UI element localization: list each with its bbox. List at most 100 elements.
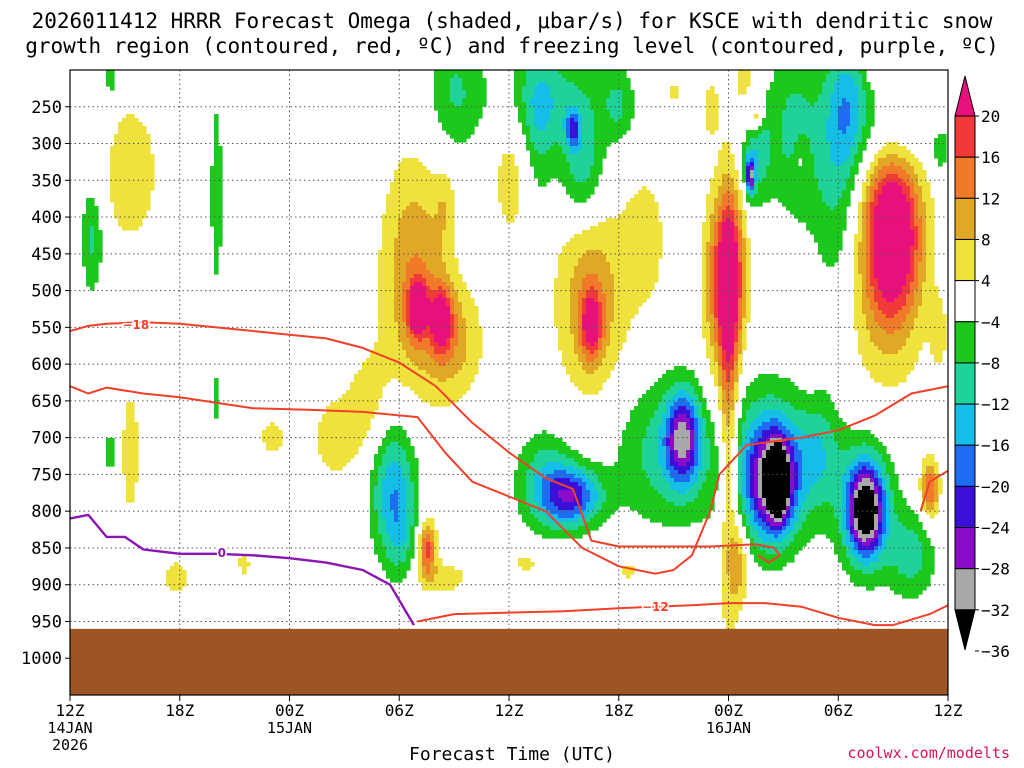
omega-cell bbox=[94, 230, 99, 235]
omega-cell bbox=[578, 282, 583, 287]
omega-cell bbox=[582, 266, 587, 271]
omega-cell bbox=[634, 430, 639, 435]
omega-cell bbox=[394, 318, 399, 323]
omega-cell bbox=[114, 174, 119, 179]
omega-cell bbox=[614, 298, 619, 303]
omega-cell bbox=[626, 298, 631, 303]
omega-cell bbox=[346, 430, 351, 435]
omega-cell bbox=[542, 74, 547, 79]
omega-cell bbox=[634, 234, 639, 239]
omega-cell bbox=[526, 106, 531, 111]
omega-cell bbox=[402, 514, 407, 519]
omega-cell bbox=[570, 306, 575, 311]
omega-cell bbox=[406, 510, 411, 515]
omega-cell bbox=[594, 498, 599, 503]
omega-cell bbox=[166, 574, 171, 579]
omega-cell bbox=[438, 182, 443, 187]
omega-cell bbox=[590, 250, 595, 255]
omega-cell bbox=[214, 130, 219, 135]
omega-cell bbox=[426, 342, 431, 347]
omega-cell bbox=[566, 314, 571, 319]
omega-cell bbox=[86, 282, 91, 287]
omega-cell bbox=[582, 102, 587, 107]
omega-cell bbox=[386, 230, 391, 235]
omega-cell bbox=[606, 286, 611, 291]
omega-cell bbox=[378, 282, 383, 287]
omega-cell bbox=[410, 454, 415, 459]
omega-cell bbox=[642, 442, 647, 447]
omega-cell bbox=[530, 74, 535, 79]
omega-cell bbox=[578, 374, 583, 379]
omega-cell bbox=[522, 506, 527, 511]
omega-cell bbox=[402, 378, 407, 383]
omega-cell bbox=[418, 550, 423, 555]
omega-cell bbox=[430, 310, 435, 315]
omega-cell bbox=[326, 454, 331, 459]
omega-cell bbox=[274, 426, 279, 431]
omega-cell bbox=[410, 526, 415, 531]
omega-cell bbox=[582, 382, 587, 387]
omega-cell bbox=[446, 402, 451, 407]
omega-cell bbox=[526, 558, 531, 563]
omega-cell bbox=[558, 290, 563, 295]
omega-cell bbox=[450, 254, 455, 259]
omega-cell bbox=[630, 462, 635, 467]
omega-cell bbox=[622, 290, 627, 295]
omega-cell bbox=[390, 478, 395, 483]
omega-cell bbox=[546, 122, 551, 127]
omega-cell bbox=[430, 550, 435, 555]
omega-cell bbox=[354, 446, 359, 451]
omega-cell bbox=[642, 202, 647, 207]
omega-cell bbox=[378, 314, 383, 319]
omega-cell bbox=[434, 370, 439, 375]
omega-cell bbox=[130, 182, 135, 187]
omega-cell bbox=[626, 422, 631, 427]
omega-cell bbox=[642, 238, 647, 243]
omega-cell bbox=[414, 258, 419, 263]
omega-cell bbox=[634, 310, 639, 315]
omega-cell bbox=[542, 158, 547, 163]
omega-cell bbox=[582, 98, 587, 103]
omega-cell bbox=[578, 86, 583, 91]
omega-cell bbox=[586, 498, 591, 503]
omega-cell bbox=[598, 158, 603, 163]
omega-cell bbox=[586, 350, 591, 355]
omega-cell bbox=[558, 262, 563, 267]
omega-cell bbox=[582, 110, 587, 115]
omega-cell bbox=[630, 478, 635, 483]
omega-cell bbox=[446, 106, 451, 111]
omega-cell bbox=[386, 502, 391, 507]
omega-cell bbox=[614, 102, 619, 107]
omega-cell bbox=[386, 522, 391, 527]
omega-cell bbox=[454, 258, 459, 263]
omega-cell bbox=[626, 486, 631, 491]
omega-cell bbox=[610, 102, 615, 107]
omega-cell bbox=[214, 398, 219, 403]
omega-cell bbox=[626, 490, 631, 495]
omega-cell bbox=[362, 386, 367, 391]
omega-cell bbox=[418, 246, 423, 251]
omega-cell bbox=[602, 134, 607, 139]
omega-cell bbox=[214, 254, 219, 259]
omega-cell bbox=[534, 162, 539, 167]
omega-cell bbox=[566, 74, 571, 79]
omega-cell bbox=[502, 210, 507, 215]
omega-cell bbox=[578, 474, 583, 479]
omega-cell bbox=[374, 506, 379, 511]
omega-cell bbox=[122, 182, 127, 187]
omega-cell bbox=[578, 258, 583, 263]
omega-cell bbox=[106, 74, 111, 79]
omega-cell bbox=[374, 366, 379, 371]
omega-cell bbox=[126, 414, 131, 419]
omega-cell bbox=[530, 122, 535, 127]
omega-cell bbox=[582, 482, 587, 487]
omega-cell bbox=[578, 366, 583, 371]
omega-cell bbox=[518, 454, 523, 459]
omega-cell bbox=[390, 214, 395, 219]
omega-cell bbox=[406, 310, 411, 315]
omega-cell bbox=[358, 438, 363, 443]
omega-cell bbox=[122, 434, 127, 439]
omega-cell bbox=[582, 106, 587, 111]
omega-cell bbox=[382, 462, 387, 467]
omega-cell bbox=[610, 310, 615, 315]
